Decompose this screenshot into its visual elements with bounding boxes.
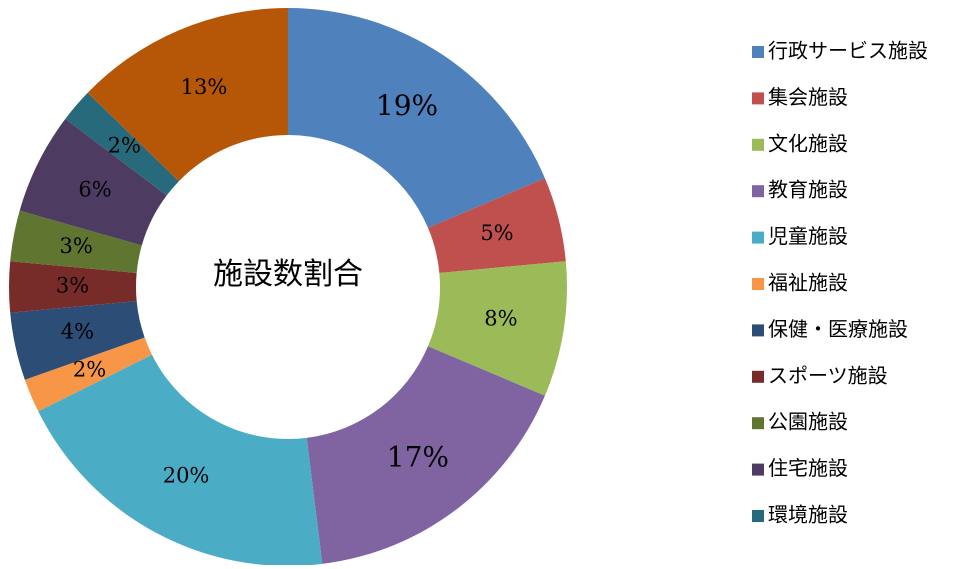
data-label: 3% — [56, 274, 89, 298]
donut-segment — [10, 210, 142, 273]
legend-label: 教育施設 — [768, 178, 848, 202]
donut-segment — [24, 337, 152, 412]
donut-segment — [87, 8, 288, 182]
data-label: 5% — [480, 221, 513, 245]
chart-title: 施設数割合 — [213, 257, 363, 292]
legend-swatch — [752, 138, 764, 151]
legend-swatch — [752, 92, 764, 105]
legend-swatch — [752, 46, 764, 58]
legend-label: 集会施設 — [768, 85, 848, 109]
data-label: 4% — [61, 320, 94, 344]
donut-segment — [427, 261, 567, 396]
data-label: 19% — [376, 89, 438, 122]
legend-swatch — [752, 231, 764, 244]
legend-label: 文化施設 — [768, 131, 848, 155]
legend-swatch — [752, 417, 764, 430]
donut-segment — [427, 178, 566, 273]
data-label: 20% — [163, 463, 210, 487]
donut-segment — [19, 118, 167, 246]
legend-swatch — [752, 185, 764, 198]
legend-label: 環境施設 — [768, 503, 848, 527]
donut-segment — [8, 261, 137, 313]
legend-label: 福祉施設 — [768, 271, 848, 295]
legend-label: 公園施設 — [768, 410, 848, 434]
legend-swatch — [752, 510, 764, 522]
donut-segment — [38, 354, 323, 566]
legend-label: 児童施設 — [768, 224, 848, 248]
data-label: 8% — [484, 307, 517, 331]
legend-label: 住宅施設 — [768, 456, 848, 480]
data-label: 6% — [78, 177, 111, 201]
donut-segment — [65, 92, 179, 196]
data-label: 3% — [60, 234, 93, 258]
data-label: 2% — [73, 357, 106, 381]
donut-segment — [288, 8, 545, 228]
donut-segment — [10, 301, 145, 380]
data-label: 13% — [181, 75, 228, 99]
legend-label: スポーツ施設 — [768, 363, 888, 387]
legend-label: 行政サービス施設 — [768, 39, 928, 63]
legend-swatch — [752, 278, 764, 290]
legend-swatch — [752, 324, 764, 337]
legend-swatch — [752, 463, 764, 476]
donut-segment — [306, 346, 545, 564]
data-label: 17% — [387, 440, 449, 473]
legend-label: 保健・医療施設 — [768, 317, 908, 341]
legend-swatch — [752, 370, 764, 383]
